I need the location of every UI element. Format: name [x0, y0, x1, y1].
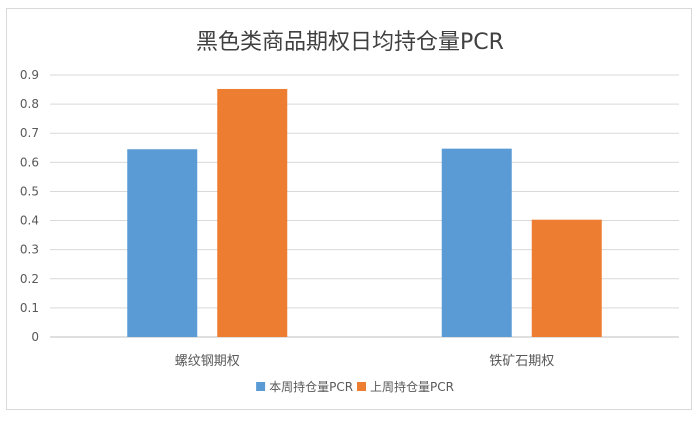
bar — [127, 149, 198, 337]
legend-label: 本周持仓量PCR — [269, 379, 353, 394]
y-tick-label: 0.7 — [20, 126, 39, 140]
bar — [441, 148, 512, 337]
chart-title: 黑色类商品期权日均持仓量PCR — [196, 30, 504, 55]
x-category-label: 螺纹钢期权 — [175, 353, 240, 369]
chart-frame: 黑色类商品期权日均持仓量PCR 0 0.1 0.2 0.3 0.4 0.5 0.6 0.7 0.… — [6, 8, 692, 410]
legend-label: 上周持仓量PCR — [370, 379, 454, 394]
bar — [531, 219, 602, 337]
x-category-label: 铁矿石期权 — [489, 353, 554, 369]
legend-swatch — [256, 382, 266, 391]
legend: 本周持仓量PCR 上周持仓量PCR — [256, 379, 454, 394]
y-tick-label: 0.1 — [20, 301, 39, 315]
y-tick-label: 0.9 — [20, 68, 39, 82]
y-tick-label: 0.3 — [20, 243, 39, 257]
bars — [127, 88, 602, 338]
y-tick-label: 0.5 — [20, 184, 39, 198]
x-axis: 螺纹钢期权 铁矿石期权 — [175, 353, 555, 369]
y-tick-label: 0.8 — [20, 97, 39, 111]
y-axis-ticks: 0 0.1 0.2 0.3 0.4 0.5 0.6 0.7 0.8 0.9 — [20, 68, 39, 344]
bar — [217, 88, 288, 338]
y-tick-label: 0.2 — [20, 272, 39, 286]
legend-swatch — [357, 382, 366, 391]
y-tick-label: 0.4 — [20, 214, 39, 228]
bar-chart: 黑色类商品期权日均持仓量PCR 0 0.1 0.2 0.3 0.4 0.5 0.6 0.7 0.… — [20, 30, 679, 394]
y-tick-label: 0 — [31, 330, 39, 344]
y-tick-label: 0.6 — [20, 155, 39, 169]
